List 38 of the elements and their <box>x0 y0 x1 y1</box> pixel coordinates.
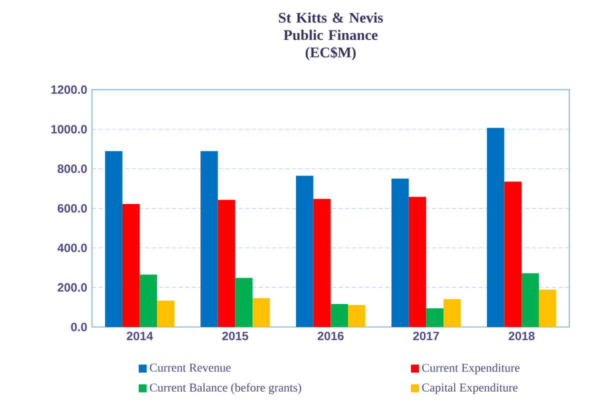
y-tick-label: 600.0 <box>58 204 87 213</box>
bar <box>522 273 539 327</box>
y-tick-label: 400.0 <box>57 244 87 252</box>
legend-label: Capital Expenditure <box>422 383 518 394</box>
x-tick-label: 2015 <box>222 332 248 340</box>
bar <box>200 151 218 327</box>
bar <box>486 128 504 327</box>
bar <box>122 204 140 327</box>
bar <box>105 151 122 327</box>
y-tick-label: 200.0 <box>58 283 87 292</box>
bar <box>504 182 522 327</box>
legend-label: Current Expenditure <box>422 363 520 374</box>
bar <box>391 178 409 327</box>
y-tick-label: 1200.0 <box>51 85 87 94</box>
bar <box>426 308 444 327</box>
x-tick-label: 2014 <box>126 332 154 340</box>
bar <box>140 274 158 327</box>
bar <box>330 304 348 327</box>
y-tick-label: 1000.0 <box>51 124 87 134</box>
bar <box>218 200 236 327</box>
legend-label: Current Revenue <box>150 364 231 372</box>
bar <box>235 278 253 327</box>
chart-title: St Kitts & Nevis Public Finance <box>278 12 383 40</box>
bar <box>443 299 461 327</box>
x-tick-label: 2018 <box>508 332 535 340</box>
bar <box>157 300 174 327</box>
bar <box>538 290 556 327</box>
y-tick-label: 800.0 <box>58 164 87 174</box>
legend-label: Current Balance (before grants) <box>150 383 302 394</box>
x-tick-label: 2017 <box>413 332 439 340</box>
y-tick-label: 0.0 <box>71 322 87 332</box>
chart-subtitle: (EC$M) <box>306 46 356 60</box>
bar <box>313 198 331 327</box>
bar <box>408 196 426 327</box>
bar <box>252 298 270 327</box>
bar <box>296 176 314 327</box>
x-tick-label: 2016 <box>318 332 344 340</box>
bar <box>348 305 366 327</box>
